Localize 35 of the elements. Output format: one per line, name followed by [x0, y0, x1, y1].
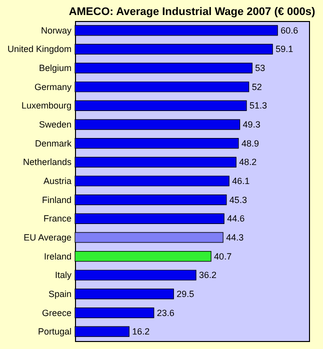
y-tick-label: Austria: [43, 176, 72, 186]
data-label: 53: [255, 63, 266, 74]
data-label: 40.7: [214, 251, 232, 262]
chart-title: AMECO: Average Industrial Wage 2007 (€ 000s): [68, 6, 316, 18]
data-label: 60.6: [280, 25, 298, 36]
y-tick-label: Greece: [42, 308, 72, 318]
data-label: 44.6: [227, 214, 245, 224]
data-label: 46.1: [232, 176, 250, 186]
data-label: 16.2: [132, 326, 150, 337]
data-label: 49.3: [242, 120, 260, 130]
data-label: 48.9: [241, 138, 259, 148]
y-tick-label: Luxembourg: [21, 100, 72, 111]
y-tick-label: EU Average: [24, 232, 72, 242]
y-tick-label: Germany: [34, 82, 72, 92]
y-tick-label: Italy: [54, 270, 72, 280]
data-label: 52: [252, 82, 262, 92]
data-label: 29.5: [176, 288, 194, 299]
y-tick-label: Portugal: [38, 326, 72, 337]
y-tick-label: Finland: [42, 194, 72, 205]
data-label: 59.1: [276, 44, 294, 54]
data-label: 23.6: [156, 308, 174, 318]
data-label: 44.3: [226, 232, 244, 242]
y-tick-label: Denmark: [34, 138, 72, 148]
y-tick-label: United Kingdom: [7, 44, 72, 54]
y-tick-label: France: [43, 214, 72, 224]
y-tick-label: Ireland: [44, 251, 72, 262]
data-label: 51.3: [249, 100, 268, 111]
data-label: 45.3: [229, 194, 247, 205]
y-tick-label: Norway: [40, 25, 72, 36]
data-label: 48.2: [239, 157, 257, 168]
y-tick-label: Spain: [48, 288, 72, 299]
y-tick-label: Netherlands: [22, 157, 72, 168]
data-label: 36.2: [199, 270, 217, 280]
y-tick-label: Sweden: [38, 120, 72, 130]
y-tick-label: Belgium: [38, 63, 72, 74]
